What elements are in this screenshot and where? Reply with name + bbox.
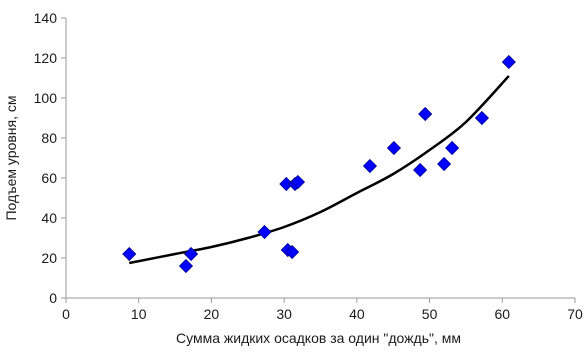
data-point — [437, 156, 452, 172]
data-point — [290, 174, 306, 190]
ticks: 0 10 20 30 40 50 60 70 0 20 40 60 80 100 120 140 — [34, 10, 583, 322]
data-point — [257, 224, 272, 240]
y-tick-label: 120 — [34, 50, 58, 66]
data-point — [418, 106, 433, 122]
data-point — [474, 110, 489, 126]
y-axis-title: Подъем уровня, см — [3, 95, 19, 220]
data-point — [285, 244, 300, 260]
y-tick-label: 20 — [41, 250, 57, 266]
x-tick-label: 20 — [204, 306, 220, 322]
x-tick-label: 30 — [276, 306, 292, 322]
trendline-layer — [129, 75, 510, 265]
x-tick-label: 60 — [494, 306, 510, 322]
data-point — [501, 54, 516, 70]
data-points — [122, 54, 516, 274]
trendline — [129, 75, 510, 265]
x-tick-label: 0 — [62, 306, 70, 322]
x-tick-label: 50 — [422, 306, 438, 322]
data-point — [445, 140, 460, 156]
y-tick-label: 80 — [41, 130, 57, 146]
x-axis-title: Сумма жидких осадков за один "дождь", мм — [176, 330, 461, 346]
x-tick-label: 10 — [131, 306, 147, 322]
data-point — [362, 158, 378, 174]
x-tick-label: 70 — [567, 306, 583, 322]
data-point — [184, 246, 199, 262]
data-point — [386, 140, 402, 156]
data-point — [413, 162, 428, 178]
y-tick-label: 40 — [41, 210, 57, 226]
x-tick-label: 40 — [349, 306, 365, 322]
y-tick-label: 0 — [49, 290, 57, 306]
y-tick-label: 100 — [34, 90, 58, 106]
data-point — [122, 246, 137, 262]
axes — [65, 18, 575, 299]
y-tick-label: 140 — [34, 10, 58, 26]
data-point — [178, 258, 194, 274]
y-tick-label: 60 — [41, 170, 57, 186]
